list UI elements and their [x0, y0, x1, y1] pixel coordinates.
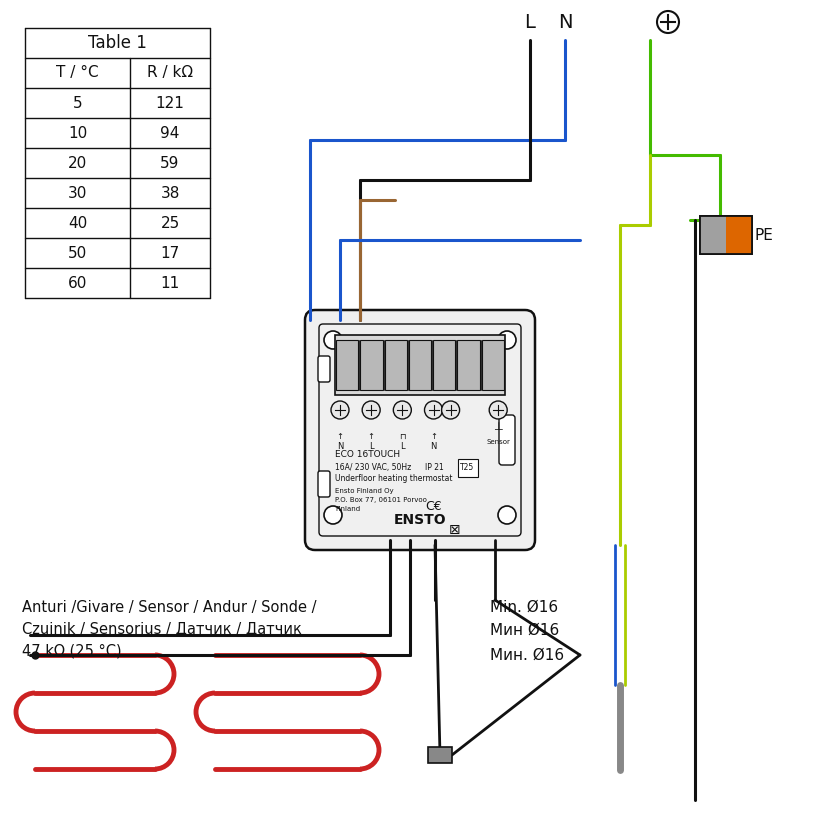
Text: N: N	[558, 12, 573, 32]
Text: Finland: Finland	[335, 506, 361, 512]
Text: ↑
N: ↑ N	[430, 432, 437, 452]
Circle shape	[657, 11, 679, 33]
Bar	[361, 340, 383, 390]
FancyBboxPatch shape	[318, 471, 330, 497]
Text: ⊓
L: ⊓ L	[399, 432, 406, 452]
Bar	[726, 216, 752, 254]
Text: 16A/ 230 VAC, 50Hz: 16A/ 230 VAC, 50Hz	[335, 463, 411, 472]
Bar	[336, 340, 358, 390]
Text: 121: 121	[156, 96, 185, 111]
Bar	[384, 340, 407, 390]
Bar	[700, 216, 726, 254]
Text: 30: 30	[68, 186, 87, 201]
Text: 50: 50	[68, 245, 87, 260]
Text: IP 21: IP 21	[425, 463, 444, 472]
Text: PE: PE	[755, 227, 774, 242]
Text: Min. Ø16: Min. Ø16	[490, 600, 559, 615]
Text: C€: C€	[425, 500, 441, 513]
Bar	[700, 216, 752, 254]
FancyBboxPatch shape	[318, 356, 330, 382]
FancyBboxPatch shape	[305, 310, 535, 550]
Text: Table 1: Table 1	[88, 34, 147, 52]
Text: Мин Ø16: Мин Ø16	[490, 622, 559, 637]
Circle shape	[362, 401, 380, 419]
Text: 5: 5	[73, 96, 82, 111]
Text: 20: 20	[68, 156, 87, 171]
Text: ↑
N: ↑ N	[337, 432, 343, 452]
Text: ECO 16TOUCH: ECO 16TOUCH	[335, 450, 400, 459]
Circle shape	[425, 401, 442, 419]
Circle shape	[331, 401, 349, 419]
Bar	[700, 216, 752, 254]
Text: T25: T25	[460, 463, 474, 472]
Text: 40: 40	[68, 215, 87, 230]
Bar	[457, 340, 479, 390]
Text: ⊠: ⊠	[449, 523, 461, 537]
Text: 94: 94	[160, 126, 180, 141]
Text: Ensto Finland Oy: Ensto Finland Oy	[335, 488, 394, 494]
Bar	[409, 340, 431, 390]
Text: Anturi /Givare / Sensor / Andur / Sonde /: Anturi /Givare / Sensor / Andur / Sonde …	[22, 600, 317, 615]
Bar	[335, 335, 505, 395]
Circle shape	[394, 401, 412, 419]
Text: 59: 59	[160, 156, 180, 171]
Text: P.O. Box 77, 06101 Porvoo: P.O. Box 77, 06101 Porvoo	[335, 497, 427, 503]
Text: 60: 60	[68, 275, 87, 290]
Text: 10: 10	[68, 126, 87, 141]
Text: 38: 38	[160, 186, 180, 201]
Text: 17: 17	[160, 245, 180, 260]
Bar	[433, 340, 455, 390]
Text: Sensor: Sensor	[486, 439, 510, 445]
Text: 25: 25	[160, 215, 180, 230]
Text: ↑
L: ↑ L	[368, 432, 375, 452]
Text: R / kΩ: R / kΩ	[147, 66, 193, 81]
Text: Мин. Ø16: Мин. Ø16	[490, 647, 564, 662]
FancyBboxPatch shape	[499, 415, 515, 465]
Text: L: L	[525, 12, 535, 32]
Text: Underfloor heating thermostat: Underfloor heating thermostat	[335, 474, 452, 483]
Text: 11: 11	[160, 275, 180, 290]
Circle shape	[498, 331, 516, 349]
Bar	[482, 340, 504, 390]
Text: ENSTO: ENSTO	[394, 513, 446, 527]
Bar	[458, 459, 478, 477]
Circle shape	[324, 506, 342, 524]
Circle shape	[324, 331, 342, 349]
Bar	[428, 747, 452, 763]
Circle shape	[441, 401, 460, 419]
Text: 47 kΩ (25 °C): 47 kΩ (25 °C)	[22, 644, 121, 659]
Circle shape	[498, 506, 516, 524]
Text: Czujnik / Sensorius / Датчик / Датчик: Czujnik / Sensorius / Датчик / Датчик	[22, 622, 302, 637]
Text: ⊥: ⊥	[493, 422, 503, 432]
Circle shape	[489, 401, 507, 419]
Text: T / °C: T / °C	[56, 66, 99, 81]
